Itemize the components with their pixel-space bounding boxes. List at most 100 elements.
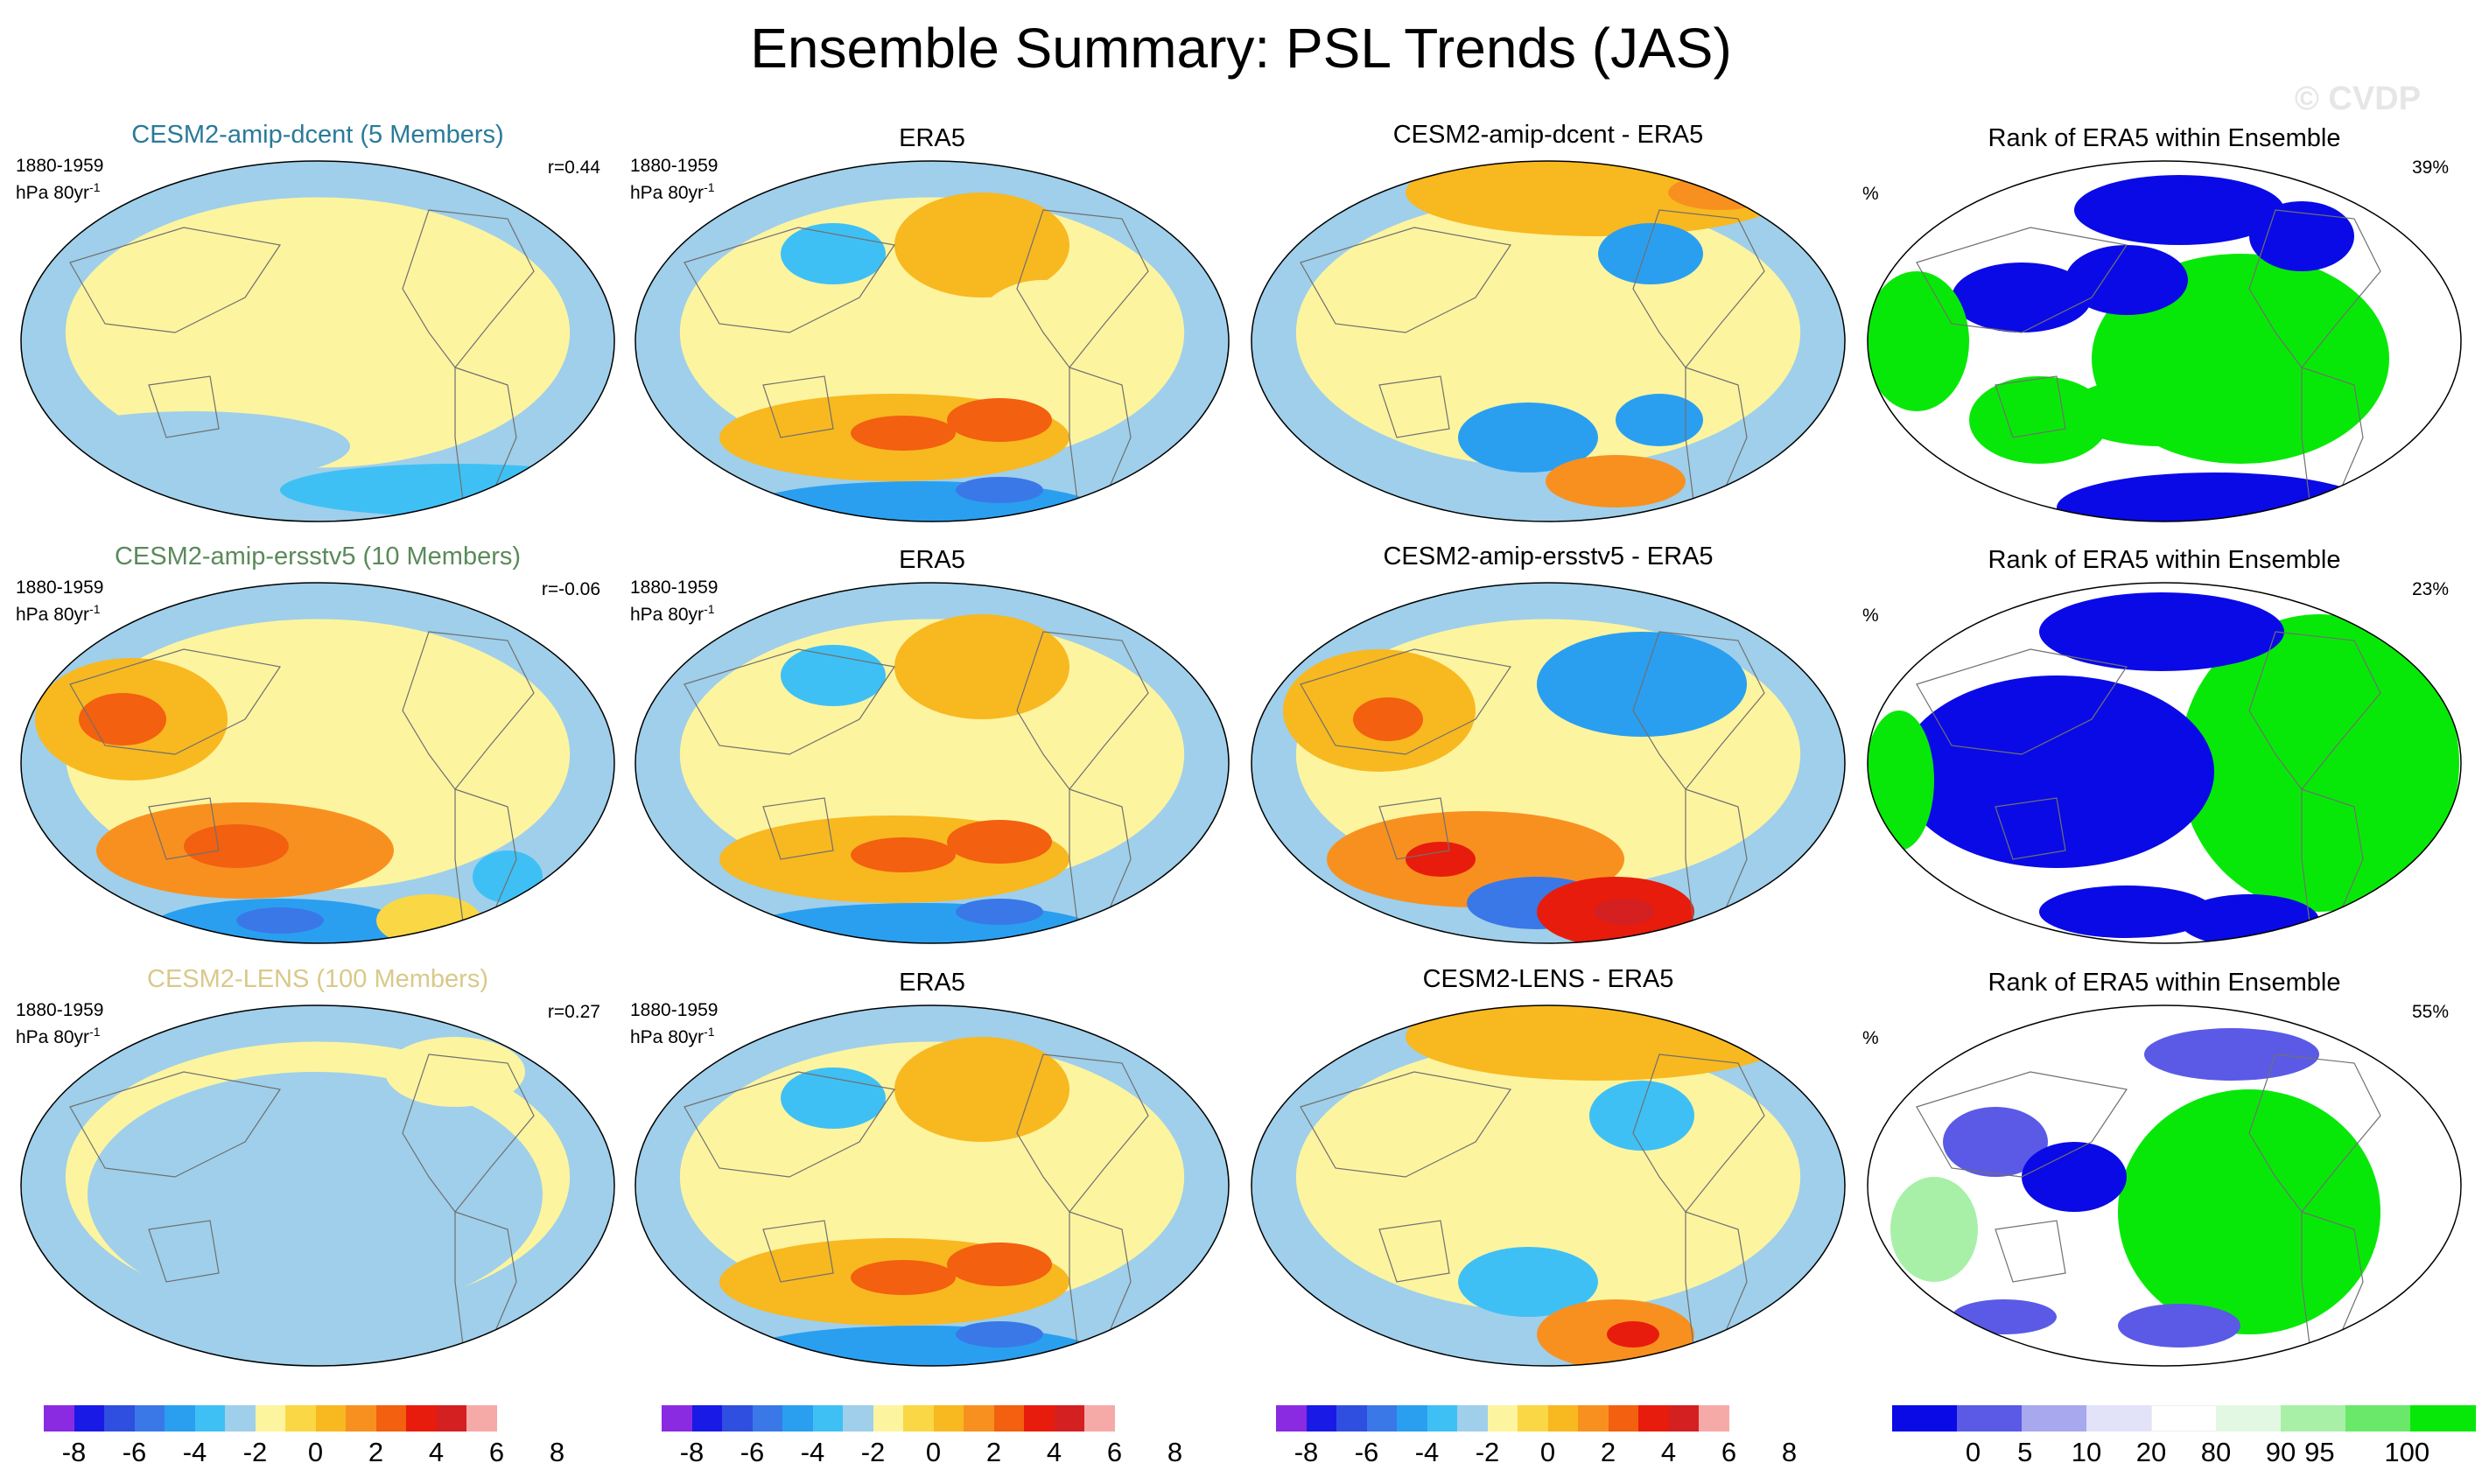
colorbar-swatch <box>873 1405 904 1432</box>
colorbar-swatch <box>782 1405 813 1432</box>
rank-colorbar-swatch <box>2281 1405 2346 1432</box>
colorbar-swatch <box>375 1405 407 1432</box>
model-map <box>20 160 615 522</box>
obs-map <box>635 1004 1230 1367</box>
colorbar-swatch <box>346 1405 376 1432</box>
diff-panel-title: CESM2-LENS - ERA5 <box>1422 965 1674 993</box>
colorbar-swatch <box>315 1405 347 1432</box>
units-exponent: -1 <box>704 602 715 616</box>
colorbar-swatch <box>1427 1405 1458 1432</box>
units-exponent: -1 <box>704 1025 715 1039</box>
colorbar-swatch <box>843 1405 873 1432</box>
units-label: hPa 80yr-1 <box>16 1025 101 1047</box>
colorbar-swatch <box>933 1405 964 1432</box>
units-label: hPa 80yr-1 <box>16 180 101 203</box>
colorbar-swatch <box>1306 1405 1337 1432</box>
colorbar-swatch <box>1668 1405 1700 1432</box>
colorbar-tick-label: 4 <box>1660 1437 1677 1467</box>
rank-unit-label: % <box>1862 606 1879 626</box>
units-label: hPa 80yr-1 <box>630 1025 715 1047</box>
colorbar-swatch <box>1699 1405 1729 1432</box>
model-map <box>20 582 615 944</box>
rank-colorbar-swatch <box>2086 1405 2152 1432</box>
rank-panel-title: Rank of ERA5 within Ensemble <box>1988 546 2341 574</box>
colorbar-swatch <box>1054 1405 1085 1432</box>
rank-percent-label: 55% <box>2412 1002 2450 1022</box>
colorbar-swatch <box>436 1405 467 1432</box>
colorbar-swatch <box>1024 1405 1055 1432</box>
colorbar-swatch <box>255 1405 286 1432</box>
correlation-label: r=-0.06 <box>541 579 600 599</box>
units-label: hPa 80yr-1 <box>630 180 715 203</box>
colorbar-swatch <box>225 1405 256 1432</box>
colorbar-tick-label: -2 <box>860 1437 886 1467</box>
colorbar-tick-label: -4 <box>800 1437 825 1467</box>
colorbar-tick-label: -6 <box>740 1437 765 1467</box>
rank-colorbar-tick-label: 100 <box>2384 1437 2430 1467</box>
colorbar-tick-label: 0 <box>925 1437 942 1467</box>
model-panel-title: CESM2-amip-dcent (5 Members) <box>131 121 504 149</box>
obs-map <box>635 160 1230 522</box>
correlation-label: r=0.44 <box>547 158 600 178</box>
colorbar-swatch <box>1276 1405 1307 1432</box>
colorbar-tick-label: 6 <box>488 1437 505 1467</box>
rank-panel-title: Rank of ERA5 within Ensemble <box>1988 969 2341 997</box>
rank-map <box>1867 1004 2462 1367</box>
colorbar-tick-label: -2 <box>242 1437 268 1467</box>
colorbar-tick-label: 2 <box>368 1437 384 1467</box>
diff-panel-title: CESM2-amip-ersstv5 - ERA5 <box>1383 542 1714 570</box>
colorbar-swatch <box>165 1405 195 1432</box>
colorbar-swatch <box>1547 1405 1579 1432</box>
colorbar-swatch <box>134 1405 165 1432</box>
colorbar-swatch <box>104 1405 135 1432</box>
obs-panel-title: ERA5 <box>899 969 965 997</box>
obs-panel-title: ERA5 <box>899 546 965 574</box>
colorbar-swatch <box>406 1405 437 1432</box>
colorbar-swatch <box>1397 1405 1427 1432</box>
diff-map <box>1251 1004 1846 1367</box>
rank-colorbar-tick-label: 10 <box>2071 1437 2102 1467</box>
colorbar-tick-label: 8 <box>1781 1437 1798 1467</box>
rank-percent-label: 39% <box>2412 158 2450 178</box>
colorbar-tick-label: 8 <box>549 1437 565 1467</box>
colorbar-tick-label: -8 <box>61 1437 87 1467</box>
rank-colorbar-tick-label: 95 <box>2304 1437 2335 1467</box>
colorbar-tick-label: 0 <box>307 1437 324 1467</box>
units-exponent: -1 <box>704 180 715 194</box>
model-panel-title: CESM2-amip-ersstv5 (10 Members) <box>114 542 522 570</box>
period-label: 1880-1959 <box>630 1000 719 1020</box>
colorbar-swatch <box>812 1405 844 1432</box>
colorbar-swatch <box>1366 1405 1398 1432</box>
rank-map <box>1867 582 2462 944</box>
colorbar-swatch <box>964 1405 994 1432</box>
colorbar-tick-label: -2 <box>1475 1437 1500 1467</box>
colorbar-tick-label: 2 <box>985 1437 1002 1467</box>
colorbar-swatch <box>691 1405 723 1432</box>
colorbar-swatch <box>466 1405 497 1432</box>
rank-colorbar-swatch <box>2410 1405 2476 1432</box>
rank-colorbar-tick-label: 0 <box>1965 1437 1981 1467</box>
period-label: 1880-1959 <box>630 156 719 176</box>
correlation-label: r=0.27 <box>547 1002 600 1022</box>
colorbar-tick-label: 6 <box>1721 1437 1737 1467</box>
colorbar-swatch <box>285 1405 316 1432</box>
model-panel-title: CESM2-LENS (100 Members) <box>147 965 488 993</box>
colorbar-tick-label: 8 <box>1167 1437 1183 1467</box>
colorbar-swatch <box>1518 1405 1548 1432</box>
colorbar-tick-label: -6 <box>122 1437 147 1467</box>
period-label: 1880-1959 <box>630 578 719 598</box>
obs-map <box>635 582 1230 944</box>
colorbar-swatch <box>74 1405 105 1432</box>
colorbar-swatch <box>1638 1405 1669 1432</box>
rank-colorbar-tick-label: 5 <box>2017 1437 2033 1467</box>
colorbar-swatch <box>903 1405 934 1432</box>
rank-percent-label: 23% <box>2412 579 2450 599</box>
rank-colorbar-swatch <box>2345 1405 2411 1432</box>
rank-colorbar-swatch <box>1892 1405 1958 1432</box>
colorbar-tick-label: 6 <box>1106 1437 1123 1467</box>
colorbar-tick-label: -4 <box>1414 1437 1440 1467</box>
rank-colorbar-swatch <box>2022 1405 2087 1432</box>
colorbar-tick-label: -6 <box>1354 1437 1379 1467</box>
colorbar-tick-label: 4 <box>428 1437 445 1467</box>
period-label: 1880-1959 <box>16 578 104 598</box>
